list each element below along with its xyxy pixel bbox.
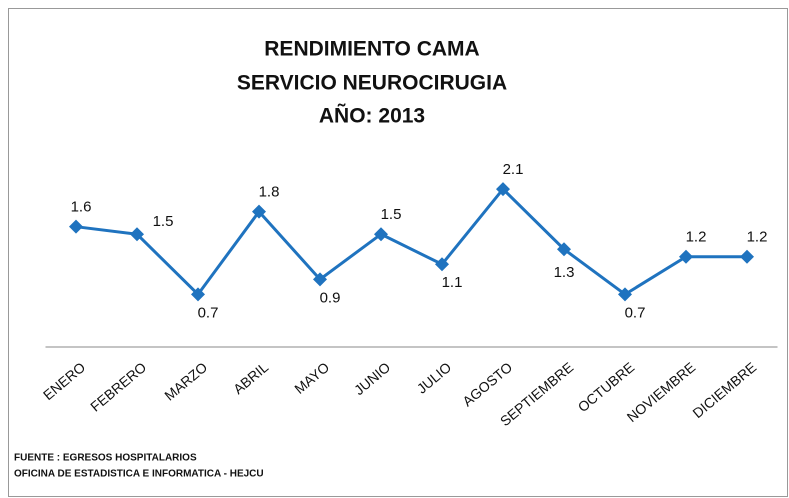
data-label: 1.8 <box>259 184 280 201</box>
data-point <box>374 227 388 242</box>
data-point <box>69 219 83 234</box>
data-point <box>191 287 205 302</box>
data-label: 1.3 <box>554 264 575 281</box>
chart-title: SERVICIO NEUROCIRUGIA <box>237 72 507 95</box>
data-point <box>252 204 266 219</box>
data-point <box>679 249 693 264</box>
data-label: 1.6 <box>71 199 92 216</box>
data-label: 1.5 <box>381 206 402 223</box>
source-note: OFICINA DE ESTADISTICA E INFORMATICA - H… <box>14 469 264 480</box>
data-label: 2.1 <box>503 161 524 178</box>
data-line <box>75 186 747 297</box>
data-point <box>557 242 571 257</box>
data-label: 0.7 <box>625 304 646 321</box>
data-point <box>435 257 449 272</box>
data-label: 1.5 <box>153 213 174 230</box>
data-point <box>313 272 327 287</box>
source-note: FUENTE : EGRESOS HOSPITALARIOS <box>14 453 197 464</box>
data-point <box>130 227 144 242</box>
chart-title: AÑO: 2013 <box>319 105 425 128</box>
data-point <box>740 249 754 264</box>
data-label: 1.2 <box>686 229 707 246</box>
data-point <box>618 287 632 302</box>
data-label: 0.9 <box>320 289 341 306</box>
chart-border <box>8 8 788 497</box>
data-point <box>496 182 510 197</box>
chart-title: RENDIMIENTO CAMA <box>264 38 479 61</box>
data-label: 1.1 <box>442 274 463 291</box>
data-label: 0.7 <box>198 304 219 321</box>
data-label: 1.2 <box>747 229 768 246</box>
